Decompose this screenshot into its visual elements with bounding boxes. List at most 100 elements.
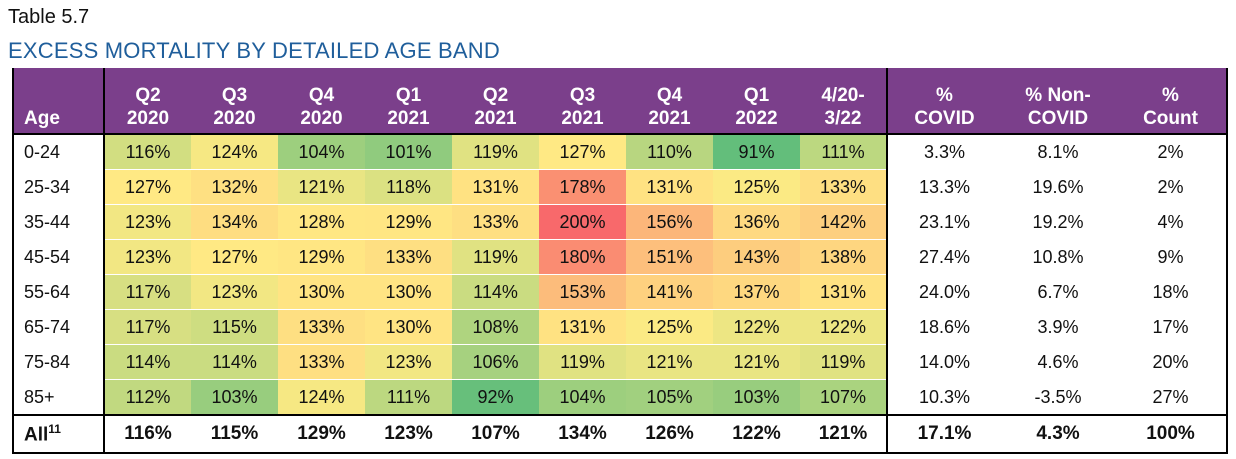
- excess-value-cell: 125%: [626, 309, 713, 345]
- excess-value-cell: 143%: [713, 239, 800, 275]
- excess-value-cell: 121%: [626, 344, 713, 380]
- excess-value-cell: 121%: [278, 169, 365, 205]
- excess-value-cell: 137%: [713, 274, 800, 310]
- table-row: 65-74 117% 115% 133% 130% 108% 131% 125% 122% 122…: [12, 309, 1228, 345]
- age-cell: 35-44: [12, 204, 105, 240]
- header-text: 2020: [300, 108, 343, 129]
- header-text: Q3: [221, 85, 248, 106]
- pct-count-cell: 27%: [1115, 379, 1228, 416]
- pct-covid-cell: 24.0%: [887, 274, 1001, 310]
- excess-value-cell: 129%: [365, 204, 452, 240]
- pct-noncovid-cell: 19.2%: [1001, 204, 1115, 240]
- header-text: 2021: [648, 108, 691, 129]
- pct-count-cell: 2%: [1115, 169, 1228, 205]
- excess-value-cell: 117%: [104, 274, 191, 310]
- pct-covid-cell: 18.6%: [887, 309, 1001, 345]
- column-header-q2_2021: Q2 2021: [452, 68, 539, 134]
- excess-value-cell: 127%: [539, 133, 626, 170]
- excess-value-cell: 123%: [104, 204, 191, 240]
- table-caption: Table 5.7: [8, 6, 90, 28]
- excess-value-cell: 91%: [713, 133, 800, 170]
- table-row: 45-54 123% 127% 129% 133% 119% 180% 151% 143% 138…: [12, 239, 1228, 275]
- excess-value-cell: 142%: [800, 204, 888, 240]
- excess-value-cell: 114%: [104, 344, 191, 380]
- excess-value-cell: 123%: [365, 414, 452, 454]
- header-text: 2021: [561, 108, 604, 129]
- excess-value-cell: 133%: [452, 204, 539, 240]
- header-text: 2020: [126, 108, 170, 129]
- header-text: 4/20-: [821, 85, 865, 106]
- pct-covid-cell: 17.1%: [887, 414, 1001, 454]
- excess-value-cell: 108%: [452, 309, 539, 345]
- excess-value-cell: 123%: [191, 274, 278, 310]
- excess-value-cell: 122%: [713, 309, 800, 345]
- header-text: 2020: [213, 108, 256, 129]
- age-cell: 65-74: [12, 309, 105, 345]
- excess-value-cell: 122%: [800, 309, 888, 345]
- header-text: Q4: [308, 85, 335, 106]
- excess-value-cell: 129%: [278, 239, 365, 275]
- excess-value-cell: 105%: [626, 379, 713, 416]
- column-header-q1_2022: Q1 2022: [713, 68, 800, 134]
- excess-value-cell: 129%: [278, 414, 365, 454]
- total-row: All11 116% 115% 129% 123% 107% 134% 126% 122% 121…: [12, 414, 1228, 454]
- column-header-total: 4/20- 3/22: [800, 68, 888, 134]
- excess-value-cell: 123%: [104, 239, 191, 275]
- header-text: 2021: [387, 108, 430, 129]
- excess-value-cell: 119%: [539, 344, 626, 380]
- header-text: 3/22: [824, 108, 862, 129]
- age-cell: 45-54: [12, 239, 105, 275]
- excess-value-cell: 121%: [713, 344, 800, 380]
- pct-covid-cell: 13.3%: [887, 169, 1001, 205]
- excess-value-cell: 124%: [191, 133, 278, 170]
- excess-value-cell: 112%: [104, 379, 191, 416]
- excess-value-cell: 178%: [539, 169, 626, 205]
- pct-noncovid-cell: 10.8%: [1001, 239, 1115, 275]
- column-header-age: Age: [12, 68, 105, 134]
- header-text: COVID: [1027, 108, 1089, 129]
- excess-value-cell: 134%: [191, 204, 278, 240]
- excess-value-cell: 115%: [191, 309, 278, 345]
- header-text: 2022: [735, 108, 778, 129]
- column-header-q2_2020: Q2 2020: [104, 68, 191, 134]
- excess-value-cell: 117%: [104, 309, 191, 345]
- column-header-q3_2021: Q3 2021: [539, 68, 626, 134]
- table-body: 0-24 116% 124% 104% 101% 119% 127% 110% 91% 111% 3…: [12, 133, 1228, 454]
- excess-value-cell: 107%: [452, 414, 539, 454]
- excess-value-cell: 110%: [626, 133, 713, 170]
- excess-value-cell: 132%: [191, 169, 278, 205]
- table-row: 55-64 117% 123% 130% 130% 114% 153% 141% 137% 131…: [12, 274, 1228, 310]
- table-row: 0-24 116% 124% 104% 101% 119% 127% 110% 91% 111% 3…: [12, 133, 1228, 170]
- header-row: Age Q2 2020 Q3 2020 Q4 2020 Q1 2021 Q2 2021 Q3 2021 Q…: [12, 68, 1228, 134]
- header-text: Q4: [656, 85, 683, 106]
- age-cell: 0-24: [12, 133, 105, 170]
- excess-value-cell: 127%: [191, 239, 278, 275]
- excess-value-cell: 134%: [539, 414, 626, 454]
- excess-value-cell: 116%: [104, 133, 191, 170]
- excess-value-cell: 141%: [626, 274, 713, 310]
- excess-value-cell: 121%: [800, 414, 888, 454]
- header-text: COVID: [914, 108, 975, 129]
- age-cell: 55-64: [12, 274, 105, 310]
- excess-value-cell: 133%: [800, 169, 888, 205]
- excess-value-cell: 122%: [713, 414, 800, 454]
- excess-value-cell: 92%: [452, 379, 539, 416]
- column-header-pct_count: % Count: [1115, 68, 1228, 134]
- column-header-q4_2020: Q4 2020: [278, 68, 365, 134]
- header-text: Age: [24, 108, 60, 129]
- excess-value-cell: 103%: [713, 379, 800, 416]
- excess-value-cell: 138%: [800, 239, 888, 275]
- pct-covid-cell: 3.3%: [887, 133, 1001, 170]
- pct-noncovid-cell: 3.9%: [1001, 309, 1115, 345]
- pct-count-cell: 20%: [1115, 344, 1228, 380]
- excess-value-cell: 115%: [191, 414, 278, 454]
- pct-noncovid-cell: 4.3%: [1001, 414, 1115, 454]
- header-text: Q1: [743, 85, 770, 106]
- age-cell: All11: [12, 414, 105, 454]
- column-header-q3_2020: Q3 2020: [191, 68, 278, 134]
- header-text: %: [936, 85, 953, 106]
- header-text: Q2: [482, 85, 509, 106]
- excess-value-cell: 133%: [278, 309, 365, 345]
- excess-value-cell: 131%: [626, 169, 713, 205]
- header-text: 2021: [474, 108, 517, 129]
